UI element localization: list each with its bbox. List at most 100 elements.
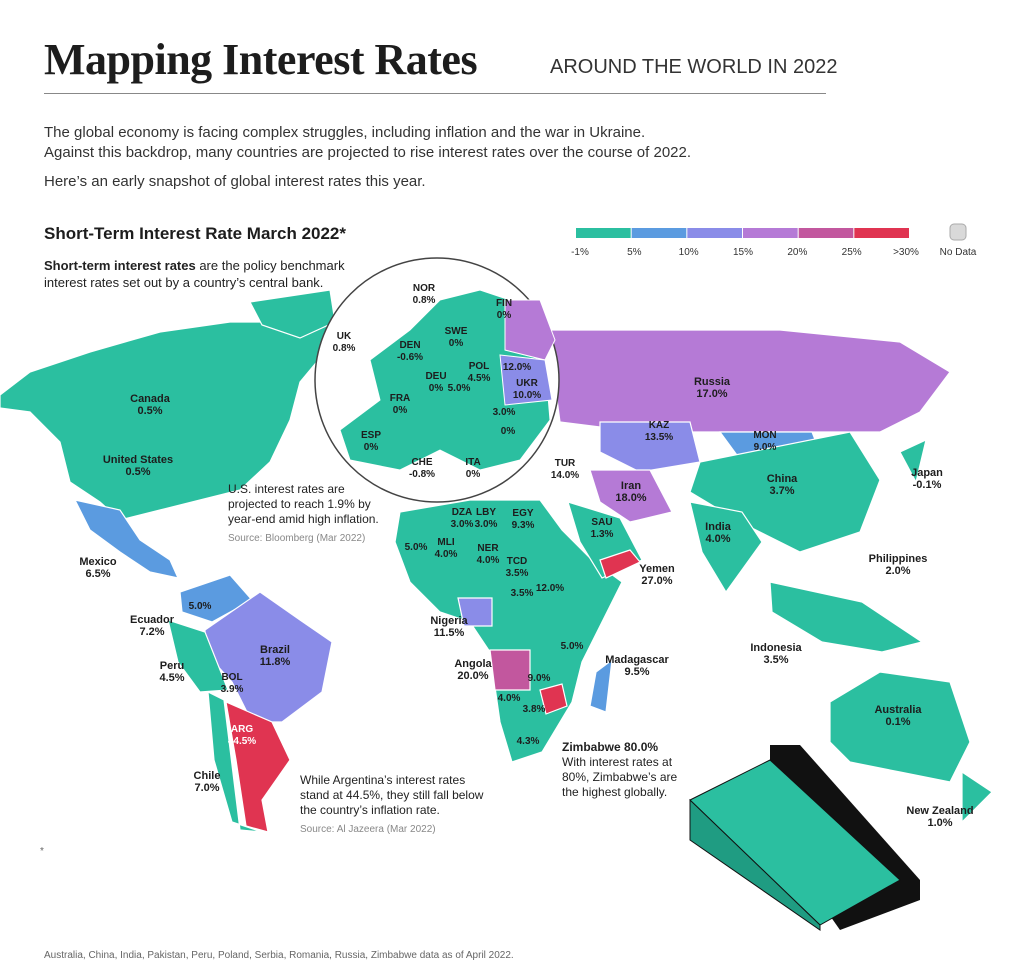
country-name: KAZ: [648, 420, 670, 431]
country-rate: 0%: [448, 338, 464, 349]
country-rate: 3.5%: [763, 654, 789, 666]
legend-swatch: [743, 228, 798, 238]
country-rate: 0.8%: [412, 295, 436, 306]
country-name: TUR: [554, 458, 576, 469]
madagascar: [589, 658, 613, 713]
country-rate: 3.7%: [769, 485, 795, 497]
country-label: 5.0%: [405, 542, 428, 554]
country-label: KAZ 13.5%: [645, 420, 673, 444]
zimbabwe: [539, 683, 568, 715]
title: Mapping Interest Rates: [44, 35, 478, 84]
legend-label: 25%: [841, 247, 862, 258]
country-name: ARG: [230, 724, 254, 735]
country-label: 9.0%: [528, 673, 551, 685]
country-label: FIN 0%: [496, 298, 512, 322]
country-name: TCD: [506, 556, 528, 567]
europe-inset: [314, 257, 560, 503]
country-rate: 3.0%: [450, 519, 474, 530]
country-name: Philippines: [868, 553, 928, 565]
footnote: Australia, China, India, Pakistan, Peru,…: [44, 950, 514, 961]
legend-label: 15%: [732, 247, 754, 258]
country-rate: 0%: [500, 426, 516, 437]
eastern-europe: [504, 299, 556, 361]
country-label: Peru 4.5%: [159, 660, 184, 684]
nigeria: [457, 597, 493, 627]
country-label: DEU 0%: [425, 371, 446, 395]
country-name: Russia: [693, 376, 731, 388]
country-rate: 2.0%: [885, 565, 911, 577]
country-label: 5.0%: [448, 383, 471, 395]
country-rate: 1.0%: [927, 817, 953, 829]
country-label: 3.5%: [511, 588, 534, 600]
country-label: India 4.0%: [705, 521, 731, 545]
country-label: Yemen 27.0%: [639, 563, 674, 587]
country-rate: 4.0%: [476, 555, 500, 566]
country-label: 0%: [501, 426, 515, 438]
title-rule: [44, 93, 826, 94]
country-rate: 14.0%: [550, 470, 580, 481]
country-rate: 0.8%: [332, 343, 356, 354]
country-rate: 7.0%: [194, 782, 220, 794]
subtitle: AROUND THE WORLD IN 2022: [550, 56, 838, 78]
country-rate: 10.0%: [512, 390, 542, 401]
country-label: China 3.7%: [767, 473, 798, 497]
country-name: EGY: [512, 508, 534, 519]
ukraine: [499, 354, 553, 406]
intro-text: Against this backdrop, many countries ar…: [44, 144, 692, 161]
country-rate: 0.1%: [885, 716, 911, 728]
country-name: UKR: [516, 378, 538, 389]
country-name: Australia: [874, 704, 922, 716]
definition-term: Short-term interest rates: [44, 258, 196, 273]
country-label: ARG 44.5%: [228, 724, 256, 748]
country-rate: 27.0%: [641, 575, 673, 587]
country-rate: 4.0%: [497, 693, 521, 704]
country-rate: -0.8%: [408, 469, 436, 480]
country-label: ESP 0%: [361, 430, 381, 454]
country-name: SWE: [444, 326, 468, 337]
country-name: Yemen: [639, 563, 675, 575]
country-name: India: [705, 521, 731, 533]
note-text: With interest rates at 80%, Zimbabwe’s a…: [562, 755, 678, 799]
section-title: Short-Term Interest Rate March 2022*: [44, 224, 347, 243]
country-name: ITA: [465, 457, 481, 468]
legend-label: 10%: [678, 247, 699, 258]
country-label: SAU 1.3%: [591, 517, 614, 541]
country-label: DEN -0.6%: [397, 340, 423, 364]
country-label: 12.0%: [536, 583, 564, 595]
country-rate: 7.2%: [139, 626, 165, 638]
no-data-swatch: [949, 223, 967, 241]
country-rate: 9.0%: [527, 673, 551, 684]
country-name: Chile: [193, 770, 221, 782]
country-name: Angola: [454, 658, 492, 670]
country-label: 5.0%: [189, 601, 212, 613]
country-name: LBY: [475, 507, 496, 518]
country-rate: 4.3%: [516, 736, 540, 747]
country-name: DEU: [425, 371, 447, 382]
country-name: FRA: [389, 393, 411, 404]
country-rate: 0.5%: [137, 405, 163, 417]
country-rate: 5.0%: [447, 383, 471, 394]
country-rate: 5.0%: [404, 542, 428, 553]
country-label: Philippines 2.0%: [869, 553, 928, 577]
note-title: Zimbabwe 80.0%: [562, 740, 659, 754]
argentina-note: While Argentina’s interest rates stand a…: [300, 773, 485, 837]
country-label: 4.3%: [517, 736, 540, 748]
country-name: Canada: [130, 393, 170, 405]
country-rate: 4.0%: [434, 549, 458, 560]
country-name: Madagascar: [605, 654, 669, 666]
country-rate: 5.0%: [188, 601, 212, 612]
country-name: DZA: [451, 507, 473, 518]
country-rate: -0.1%: [912, 479, 942, 491]
country-label: UK 0.8%: [333, 331, 356, 355]
legend-label: 20%: [787, 247, 808, 258]
country-name: Brazil: [260, 644, 290, 656]
country-label: TCD 3.5%: [506, 556, 529, 580]
intro-text: The global economy is facing complex str…: [44, 124, 646, 141]
us-note: U.S. interest rates are projected to rea…: [228, 482, 388, 546]
country-rate: 9.5%: [624, 666, 650, 678]
stack-side: [689, 798, 821, 931]
country-label: Angola 20.0%: [454, 658, 491, 682]
new-zealand: [961, 770, 993, 824]
legend-swatch: [576, 228, 631, 238]
